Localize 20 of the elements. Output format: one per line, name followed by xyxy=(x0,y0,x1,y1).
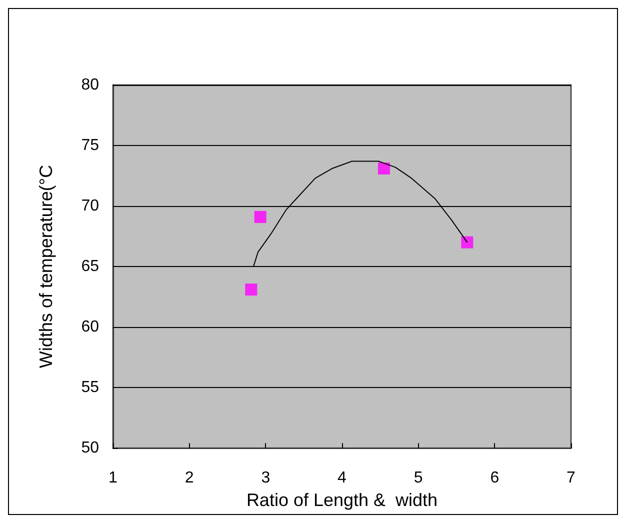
y-tick-label: 65 xyxy=(81,258,100,276)
x-tick-label: 7 xyxy=(566,470,576,487)
point xyxy=(378,162,390,175)
x-tick-label: 1 xyxy=(108,470,118,487)
y-axis-title: Widths of temperature(°C xyxy=(36,164,56,368)
x-tick-label: 5 xyxy=(414,470,423,487)
x-tick-label: 3 xyxy=(261,470,270,487)
y-tick-label: 50 xyxy=(81,440,100,457)
x-tick-label: 2 xyxy=(184,470,194,487)
y-tick-label: 70 xyxy=(81,198,100,215)
y-tick-label: 75 xyxy=(81,137,100,154)
y-tick-label: 55 xyxy=(81,379,100,396)
x-tick-label: 4 xyxy=(338,470,347,487)
y-tick-label: 60 xyxy=(81,318,100,336)
point xyxy=(254,210,266,223)
y-tick-label: 80 xyxy=(81,76,100,94)
point xyxy=(461,236,474,248)
x-axis-title: Ratio of Length & width xyxy=(246,490,438,510)
x-tick-label: 6 xyxy=(490,470,500,487)
point xyxy=(245,284,258,296)
